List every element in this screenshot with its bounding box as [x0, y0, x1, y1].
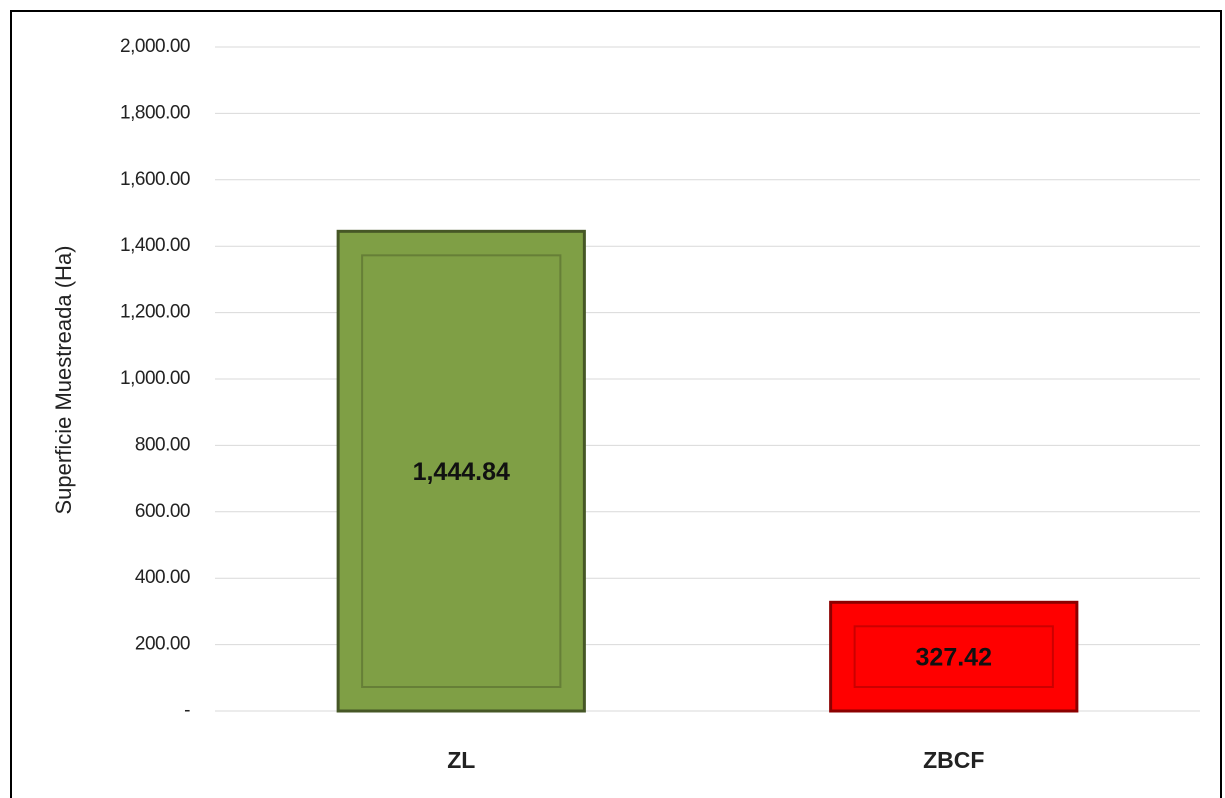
y-tick-label: -: [184, 700, 190, 721]
y-tick-label: 1,400.00: [120, 235, 190, 256]
data-label: 1,444.84: [413, 458, 510, 486]
data-label: 327.42: [916, 643, 992, 671]
x-tick-label: ZL: [447, 747, 475, 773]
y-tick-label: 800.00: [135, 434, 190, 455]
bar-bevel: [361, 254, 562, 689]
y-tick-label: 400.00: [135, 567, 190, 588]
y-tick-label: 1,800.00: [120, 102, 190, 123]
y-tick-label: 200.00: [135, 634, 190, 655]
y-tick-label: 1,000.00: [120, 368, 190, 389]
bar: [829, 600, 1079, 713]
y-tick-label: 1,200.00: [120, 302, 190, 323]
y-axis-label: Superficie Muestreada (Ha): [51, 245, 76, 514]
y-tick-label: 2,000.00: [120, 36, 190, 57]
y-tick-label: 600.00: [135, 501, 190, 522]
bar: [336, 229, 586, 713]
bar-bevel: [853, 625, 1054, 689]
x-tick-label: ZBCF: [923, 747, 984, 773]
y-tick-label: 1,600.00: [120, 169, 190, 190]
